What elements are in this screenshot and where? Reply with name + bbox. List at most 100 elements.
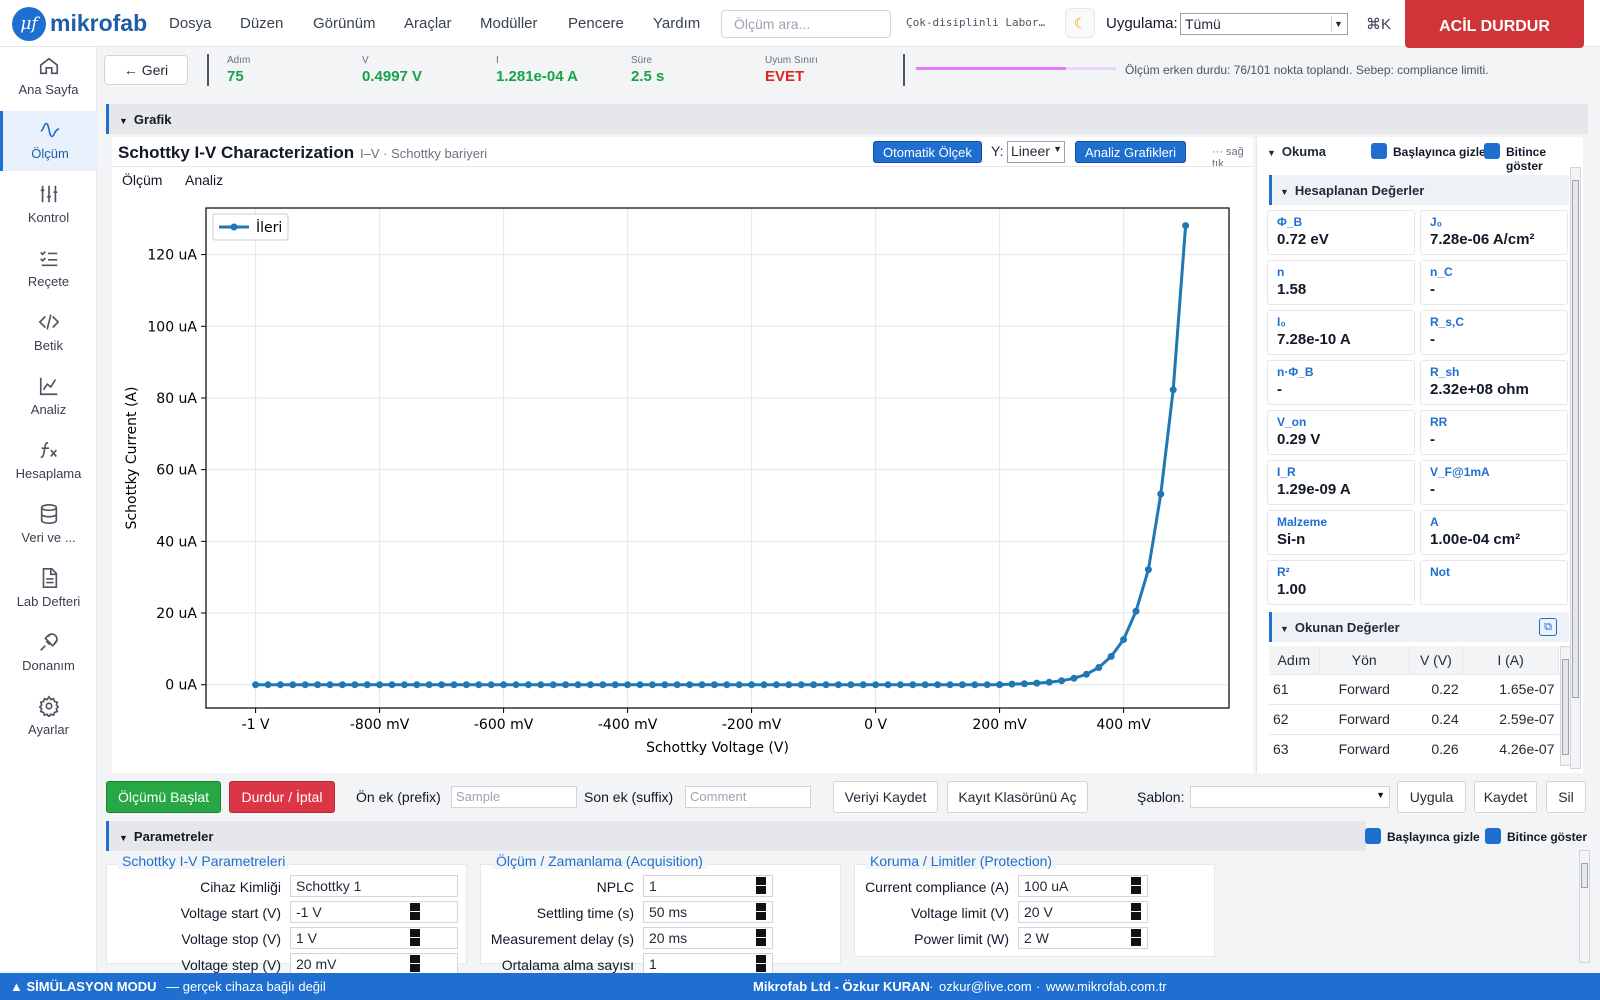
sidebar-item-home[interactable]: Ana Sayfa (0, 47, 97, 107)
data-point[interactable] (710, 681, 718, 689)
emergency-stop-button[interactable]: ACİL DURDUR (1405, 0, 1584, 48)
start-measurement-button[interactable]: Ölçümü Başlat (106, 781, 221, 813)
data-point[interactable] (1132, 607, 1140, 615)
data-point[interactable] (438, 681, 446, 689)
param-input[interactable]: 20 V (1018, 901, 1148, 923)
data-point[interactable] (475, 681, 483, 689)
open-folder-button[interactable]: Kayıt Klasörünü Aç (947, 781, 1088, 813)
data-point[interactable] (847, 681, 855, 689)
spinner-arrows-icon[interactable] (756, 928, 768, 948)
command-shortcut[interactable]: ⌘K (1366, 16, 1392, 33)
sidebar-item-settings[interactable]: Ayarlar (0, 687, 97, 747)
data-point[interactable] (648, 681, 656, 689)
data-point[interactable] (289, 681, 297, 689)
application-select[interactable]: Tümü ▼ (1180, 13, 1348, 35)
data-point[interactable] (673, 681, 681, 689)
iv-chart[interactable]: -1 V -800 mV -600 mV -400 mV -200 mV 0 V 200 m… (112, 192, 1253, 772)
delete-template-button[interactable]: Sil (1546, 781, 1586, 813)
save-template-button[interactable]: Kaydet (1474, 781, 1537, 813)
prefix-input[interactable]: Sample (451, 786, 577, 808)
spinner-arrows-icon[interactable] (756, 954, 768, 974)
params-scrollbar[interactable] (1579, 850, 1590, 963)
param-input[interactable]: 2 W (1018, 927, 1148, 949)
data-point[interactable] (834, 681, 842, 689)
data-point[interactable] (462, 681, 470, 689)
data-point[interactable] (376, 681, 384, 689)
data-point[interactable] (314, 681, 322, 689)
params-show-on-end-checkbox[interactable] (1485, 828, 1501, 844)
data-point[interactable] (586, 681, 594, 689)
spinner-arrows-icon[interactable] (1131, 928, 1143, 948)
data-point[interactable] (686, 681, 694, 689)
data-point[interactable] (1169, 386, 1177, 394)
sidebar-item-control[interactable]: Kontrol (0, 175, 97, 235)
suffix-input[interactable]: Comment (685, 786, 811, 808)
menu-file[interactable]: Dosya (169, 15, 212, 32)
scrollbar-thumb[interactable] (1581, 863, 1588, 888)
read-values-header[interactable]: ▼ Okunan Değerler (1269, 612, 1569, 642)
sidebar-item-script[interactable]: Betik (0, 303, 97, 363)
spinner-arrows-icon[interactable] (410, 902, 422, 922)
data-point[interactable] (400, 681, 408, 689)
y-scale-select[interactable]: Lineer ▼ (1007, 141, 1065, 163)
data-point[interactable] (1107, 652, 1115, 660)
data-point[interactable] (624, 681, 632, 689)
spinner-arrows-icon[interactable] (1131, 902, 1143, 922)
data-point[interactable] (599, 681, 607, 689)
data-point[interactable] (859, 681, 867, 689)
data-point[interactable] (326, 681, 334, 689)
param-input[interactable]: 1 (643, 953, 773, 975)
data-point[interactable] (1008, 680, 1016, 688)
data-point[interactable] (413, 681, 421, 689)
computed-values-header[interactable]: ▼ Hesaplanan Değerler (1269, 175, 1569, 205)
table-row[interactable]: 61 Forward 0.22 1.65e-07 (1269, 673, 1559, 704)
sidebar-item-data[interactable]: Veri ve ... (0, 495, 97, 555)
graph-section-header[interactable]: ▼ Grafik (106, 104, 1588, 134)
data-point[interactable] (996, 681, 1004, 689)
data-point[interactable] (487, 681, 495, 689)
apply-button[interactable]: Uygula (1397, 781, 1466, 813)
data-point[interactable] (872, 681, 880, 689)
moon-icon[interactable]: ☾ (1065, 8, 1095, 38)
data-point[interactable] (562, 681, 570, 689)
data-point[interactable] (1033, 679, 1041, 687)
copy-icon[interactable]: ⧉ (1539, 618, 1557, 636)
data-point[interactable] (1157, 490, 1165, 498)
param-input[interactable]: 100 uA (1018, 875, 1148, 897)
table-row[interactable]: 62 Forward 0.24 2.59e-07 (1269, 703, 1559, 734)
data-point[interactable] (909, 681, 917, 689)
spinner-arrows-icon[interactable] (410, 954, 422, 974)
spinner-arrows-icon[interactable] (1131, 876, 1143, 896)
data-point[interactable] (425, 681, 433, 689)
readout-header[interactable]: ▼ Okuma (1257, 137, 1584, 163)
data-point[interactable] (810, 681, 818, 689)
data-point[interactable] (1058, 677, 1066, 685)
sidebar-item-analysis[interactable]: Analiz (0, 367, 97, 427)
data-point[interactable] (822, 681, 830, 689)
data-point[interactable] (1045, 678, 1053, 686)
table-column-header[interactable]: I (A) (1462, 646, 1559, 674)
data-point[interactable] (388, 681, 396, 689)
data-point[interactable] (611, 681, 619, 689)
hide-on-start-checkbox[interactable] (1371, 143, 1387, 159)
data-point[interactable] (1182, 222, 1190, 230)
table-column-header[interactable]: Adım (1269, 646, 1320, 674)
data-point[interactable] (1070, 674, 1078, 682)
lab-name[interactable]: Çok-disiplinli Labor… (906, 16, 1046, 29)
data-point[interactable] (549, 681, 557, 689)
data-point[interactable] (958, 681, 966, 689)
menu-help[interactable]: Yardım (653, 15, 701, 32)
menu-edit[interactable]: Düzen (240, 15, 284, 32)
data-point[interactable] (636, 681, 644, 689)
data-point[interactable] (301, 681, 309, 689)
scrollbar-thumb[interactable] (1572, 180, 1579, 698)
param-input[interactable]: 20 ms (643, 927, 773, 949)
sidebar-item-lab-notebook[interactable]: Lab Defteri (0, 559, 97, 619)
data-point[interactable] (574, 681, 582, 689)
data-point[interactable] (363, 681, 371, 689)
data-point[interactable] (971, 681, 979, 689)
scrollbar-thumb[interactable] (1562, 659, 1569, 755)
footer-website[interactable]: www.mikrofab.com.tr (1046, 979, 1167, 994)
param-input[interactable]: -1 V (290, 901, 458, 923)
param-input[interactable]: 1 (643, 875, 773, 897)
